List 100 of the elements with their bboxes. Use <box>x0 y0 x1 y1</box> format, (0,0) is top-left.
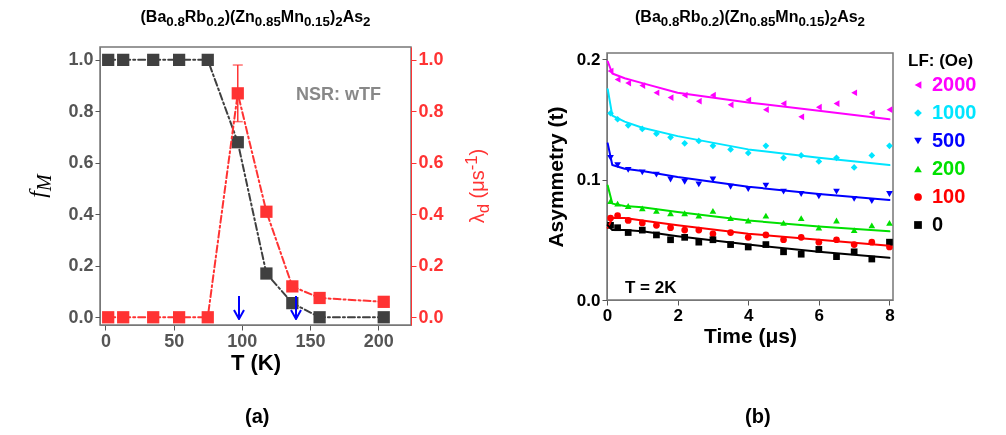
point <box>780 236 787 244</box>
point <box>744 149 752 157</box>
annotation: T = 2K <box>625 278 677 298</box>
point <box>667 236 674 244</box>
point <box>868 152 876 159</box>
legend-label: 1000 <box>932 101 977 123</box>
point <box>780 154 787 162</box>
point <box>815 158 823 165</box>
x-tick-label: 2 <box>673 305 683 325</box>
x-tick-label: 8 <box>885 305 895 325</box>
point <box>313 291 326 305</box>
point <box>625 79 632 87</box>
point <box>762 212 770 219</box>
text: (a) <box>245 405 270 428</box>
point <box>172 311 186 324</box>
x-tick-label: 0 <box>100 330 111 351</box>
legend-label: 200 <box>932 157 966 179</box>
point <box>868 222 876 229</box>
x-tick-label: 50 <box>164 330 185 351</box>
point <box>695 181 703 188</box>
point <box>833 154 840 162</box>
annotation: NSR: wTF <box>296 84 381 105</box>
point <box>727 146 734 153</box>
y-tick-label: 0.0 <box>68 306 94 327</box>
point <box>886 219 893 226</box>
text: (b) <box>745 405 771 428</box>
chart-title: (Ba$_{0.8}$Rb$_{0.2}$)(Zn$_{0.85}$Mn$_{0.15}$)$_{2}$As$_{2}$ <box>140 8 371 30</box>
point <box>744 234 752 241</box>
point <box>260 205 273 218</box>
x-tick-label: 100 <box>227 330 258 351</box>
point <box>815 224 823 231</box>
x-axis-title: T (K) <box>230 349 282 375</box>
y-axis-title: Asymmetry (t) <box>543 106 567 248</box>
point <box>377 311 390 324</box>
y2-tick-label: 0.0 <box>418 306 444 327</box>
y-tick-label: 0.4 <box>68 203 94 224</box>
y-tick-label: 0.1 <box>576 170 601 190</box>
y2-tick-label: 0.8 <box>418 100 444 121</box>
point <box>147 311 160 324</box>
point <box>886 142 893 150</box>
point <box>286 280 299 293</box>
y-tick-label: 1.0 <box>68 49 94 70</box>
point <box>815 103 822 111</box>
y-tick-label: 0.2 <box>68 255 94 276</box>
point <box>695 212 703 219</box>
legend-label: 100 <box>932 185 966 207</box>
line-series <box>606 88 891 167</box>
point <box>709 142 717 150</box>
x-tick-label: 150 <box>295 330 326 351</box>
point <box>798 113 805 121</box>
point <box>260 267 273 280</box>
y2-tick-label: 0.4 <box>418 203 444 224</box>
point <box>780 248 787 256</box>
point <box>102 53 115 66</box>
point <box>681 179 689 185</box>
point <box>201 53 214 66</box>
legend-label: 2000 <box>932 73 977 95</box>
point <box>851 89 858 97</box>
point <box>695 238 703 246</box>
point <box>695 97 702 105</box>
point <box>201 311 214 324</box>
line-series <box>606 60 891 121</box>
y-tick-label: 0.8 <box>68 100 94 121</box>
point <box>653 207 660 214</box>
point <box>147 53 160 66</box>
chart-title: (Ba$_{0.8}$Rb$_{0.2}$)(Zn$_{0.85}$Mn$_{0.15}$)$_{2}$As$_{2}$ <box>634 8 866 30</box>
y2-tick-label: 0.6 <box>418 152 444 173</box>
line-series <box>606 184 891 233</box>
legend-title: LF: (Oe) <box>908 51 974 70</box>
point <box>681 226 689 234</box>
point <box>797 250 805 258</box>
legend-label: 0 <box>932 213 944 235</box>
point <box>667 224 674 232</box>
y2-tick-label: 1.0 <box>418 49 444 70</box>
point <box>614 162 621 168</box>
point <box>762 106 769 113</box>
legend-label: 500 <box>932 129 966 151</box>
x-tick-label: 200 <box>363 330 394 351</box>
point <box>797 215 805 221</box>
point <box>117 311 130 324</box>
point <box>313 311 326 324</box>
point <box>886 191 893 197</box>
point <box>850 248 858 256</box>
point <box>833 253 840 260</box>
point <box>231 136 244 149</box>
point <box>850 164 858 171</box>
x-tick-label: 4 <box>744 305 754 325</box>
point <box>868 109 875 117</box>
y-tick-label: 0.0 <box>576 290 601 310</box>
point <box>102 311 115 324</box>
x-tick-label: 6 <box>814 305 825 325</box>
point <box>117 53 130 66</box>
point <box>377 295 390 308</box>
point <box>762 142 770 150</box>
x-axis-title: Time (μs) <box>704 323 797 347</box>
point <box>172 53 186 66</box>
y-tick-label: 0.6 <box>68 152 94 173</box>
line-series <box>606 142 891 201</box>
y-tick-label: 0.2 <box>576 49 601 69</box>
point <box>681 140 689 147</box>
